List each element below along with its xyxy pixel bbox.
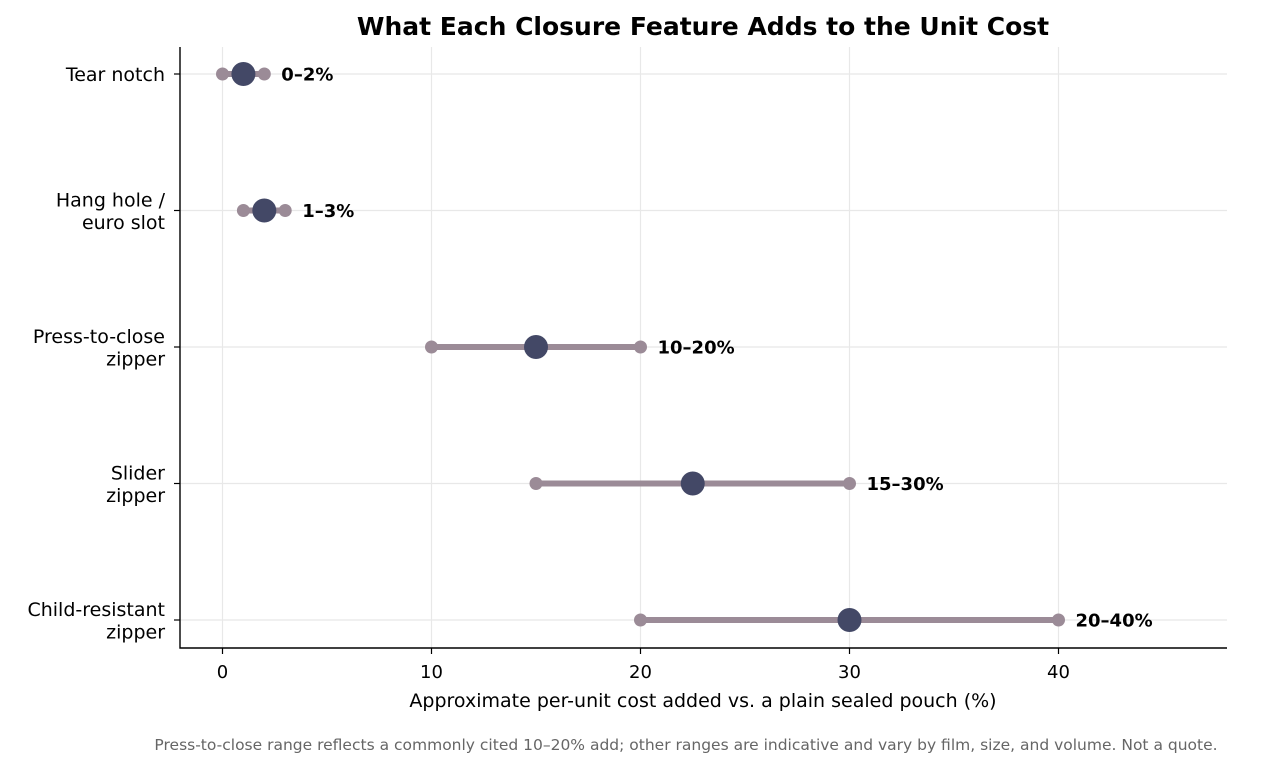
x-tick-label: 10	[420, 662, 443, 683]
axes	[174, 47, 1227, 654]
range-label: 15–30%	[867, 474, 944, 495]
range-high-point	[1052, 613, 1065, 627]
category-label-line: Tear notch	[65, 64, 165, 86]
category-label: Child-resistant zipper	[27, 599, 165, 644]
category-label: Slider zipper	[106, 462, 165, 507]
x-tick-label: 20	[629, 662, 652, 683]
range-high-point	[634, 340, 647, 354]
category-label-line: zipper	[106, 621, 165, 643]
category-label-line: zipper	[106, 485, 165, 507]
category-label-line: Hang hole /	[56, 189, 166, 211]
category-label-line: Slider	[111, 462, 165, 484]
category-label-line: Press-to-close	[33, 326, 165, 348]
axis-spines	[179, 47, 1227, 649]
range-low-point	[634, 613, 647, 627]
range-label: 1–3%	[302, 201, 354, 222]
range-label: 0–2%	[281, 65, 333, 86]
midpoint-marker	[837, 608, 862, 632]
x-tick-label: 30	[838, 662, 861, 683]
plot-marks	[216, 62, 1065, 632]
category-label-line: zipper	[106, 348, 165, 370]
midpoint-marker	[524, 335, 548, 359]
range-low-point	[529, 477, 543, 490]
axis-labels: 0 10 20 30 40 0–2% Tear notch 1–3% Hang hole / eu…	[27, 64, 1152, 683]
footnote: Press-to-close range reflects a commonly…	[154, 736, 1217, 754]
category-label-line: Child-resistant	[27, 599, 165, 621]
range-low-point	[425, 340, 438, 354]
x-axis-label: Approximate per-unit cost added vs. a pl…	[409, 690, 996, 712]
range-label: 20–40%	[1076, 611, 1153, 632]
category-label-line: euro slot	[82, 212, 165, 234]
range-high-point	[257, 67, 271, 81]
midpoint-marker	[680, 471, 705, 496]
range-low-point	[216, 67, 229, 81]
range-high-point	[843, 477, 856, 490]
category-label: Hang hole / euro slot	[56, 189, 166, 234]
category-label: Press-to-close zipper	[33, 326, 165, 371]
midpoint-marker	[252, 198, 277, 223]
x-tick-label: 40	[1047, 662, 1070, 683]
range-label: 10–20%	[658, 338, 735, 359]
midpoint-marker	[231, 62, 256, 86]
chart-title: What Each Closure Feature Adds to the Un…	[357, 12, 1049, 41]
range-low-point	[236, 204, 250, 217]
category-label: Tear notch	[65, 64, 165, 86]
x-tick-label: 0	[217, 662, 228, 683]
range-high-point	[278, 204, 292, 217]
